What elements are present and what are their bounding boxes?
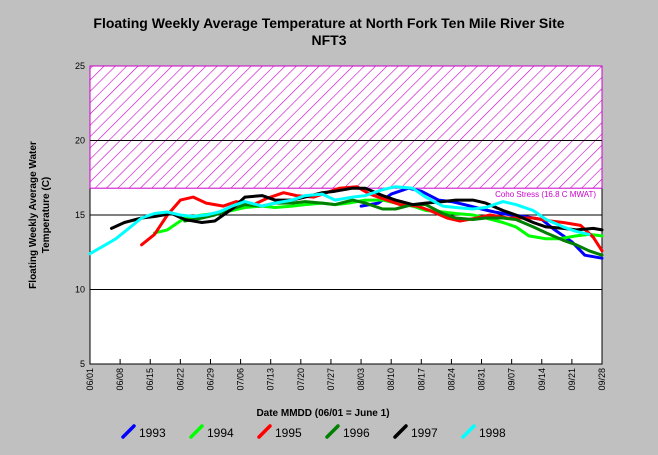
series-line-1998 xyxy=(88,185,591,256)
y-axis-label-line1: Floating Weekly Average Water xyxy=(28,141,39,289)
x-tick-label: 09/07 xyxy=(507,368,517,391)
x-tick-label: 06/15 xyxy=(145,368,155,391)
legend-swatch-1994 xyxy=(189,424,204,439)
x-tick-label: 06/01 xyxy=(85,368,95,391)
x-tick-label: 08/31 xyxy=(477,368,487,391)
y-tick-label: 10 xyxy=(75,285,85,295)
chart-title: Floating Weekly Average Temperature at N… xyxy=(93,15,564,31)
legend: 1993 1994 1995 1996 1997 1998 xyxy=(121,424,506,440)
x-axis-label: Date MMDD (06/01 = June 1) xyxy=(256,408,389,419)
legend-label-1997: 1997 xyxy=(411,426,438,440)
chart-subtitle: NFT3 xyxy=(312,32,347,48)
coho-stress-label: Coho Stress (16.8 C MWAT) xyxy=(495,190,596,199)
x-tick-label: 09/14 xyxy=(537,368,547,391)
legend-label-1996: 1996 xyxy=(343,426,370,440)
y-axis-label-line2: Temperature (C) xyxy=(41,177,52,254)
legend-swatch-1996 xyxy=(325,424,340,439)
x-tick-label: 06/08 xyxy=(115,368,125,391)
legend-label-1993: 1993 xyxy=(139,426,166,440)
legend-swatch-1998 xyxy=(461,424,476,439)
x-tick-label: 09/21 xyxy=(567,368,577,391)
legend-swatch-1993 xyxy=(121,424,136,439)
x-tick-label: 07/20 xyxy=(296,368,306,391)
x-tick-label: 07/06 xyxy=(236,368,246,391)
x-tick-label: 08/10 xyxy=(386,368,396,391)
y-tick-label: 15 xyxy=(75,210,85,220)
coho-stress-band xyxy=(89,65,603,189)
x-tick-label: 06/29 xyxy=(205,368,215,391)
y-axis-ticks: 5 10 15 20 25 xyxy=(75,61,85,369)
legend-swatch-1995 xyxy=(257,424,272,439)
x-tick-label: 08/24 xyxy=(446,368,456,391)
x-tick-label: 09/28 xyxy=(597,368,607,391)
x-tick-label: 07/13 xyxy=(266,368,276,391)
legend-swatch-1997 xyxy=(393,424,408,439)
legend-label-1995: 1995 xyxy=(275,426,302,440)
legend-label-1998: 1998 xyxy=(479,426,506,440)
y-tick-label: 25 xyxy=(75,61,85,71)
series-lines xyxy=(88,185,604,260)
x-tick-label: 07/27 xyxy=(326,368,336,391)
legend-label-1994: 1994 xyxy=(207,426,234,440)
y-tick-label: 5 xyxy=(80,359,85,369)
x-tick-label: 08/17 xyxy=(416,368,426,391)
y-tick-label: 20 xyxy=(75,136,85,146)
x-tick-label: 08/03 xyxy=(356,368,366,391)
x-axis-ticks: 06/01 06/08 06/15 06/22 06/29 07/06 07/13 07/20… xyxy=(85,359,607,391)
x-tick-label: 06/22 xyxy=(175,368,185,391)
series-line-1997 xyxy=(110,186,604,232)
